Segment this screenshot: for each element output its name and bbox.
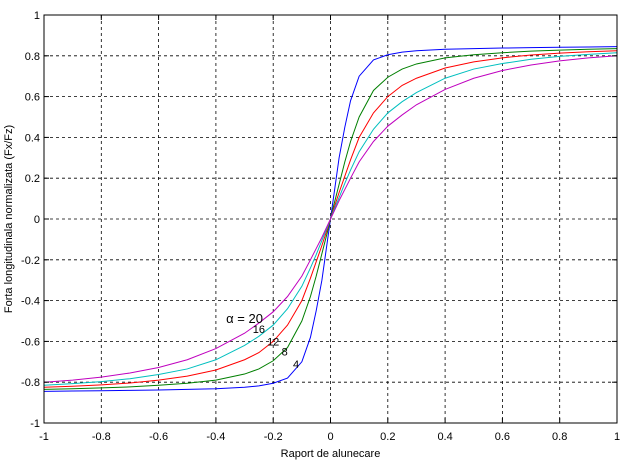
x-tick-label: 0.8 [552, 431, 567, 443]
y-tick-label: 0.6 [25, 92, 40, 104]
x-tick-label: -0.8 [92, 431, 111, 443]
x-tick-label: -1 [39, 431, 49, 443]
x-tick-label: 1 [614, 431, 620, 443]
y-tick-label: 0.4 [25, 132, 40, 144]
curve-label-8: 8 [282, 347, 288, 359]
x-tick-label: 0.4 [437, 431, 452, 443]
x-tick-label: 0.6 [495, 431, 510, 443]
y-tick-label: -0.2 [21, 255, 40, 267]
x-tick-label: 0 [327, 431, 333, 443]
y-tick-label: 1 [34, 10, 40, 22]
x-tick-label: -0.2 [264, 431, 283, 443]
series-lines [43, 46, 618, 392]
y-tick-label: -1 [30, 418, 40, 430]
y-axis-label: Forta longitudinala normalizata (Fx/Fz) [3, 125, 15, 313]
x-tick-label: 0.2 [380, 431, 395, 443]
y-tick-label: 0 [34, 214, 40, 226]
x-tick-label: -0.4 [206, 431, 225, 443]
curve-label-16: 16 [253, 324, 265, 336]
grid [44, 15, 617, 423]
y-tick-label: 0.2 [25, 173, 40, 185]
curve-label-20: α = 20 [226, 311, 263, 326]
plot-area: -1 -0.8 -0.6 -0.4 -0.2 0 0.2 0.4 0.6 0.8 1 -1 -0.8 -0… [21, 10, 620, 443]
y-tick-label: -0.6 [21, 336, 40, 348]
curve-label-12: 12 [267, 336, 279, 348]
y-tick-label: -0.8 [21, 377, 40, 389]
curve-label-4: 4 [293, 359, 299, 371]
ticks: -1 -0.8 -0.6 -0.4 -0.2 0 0.2 0.4 0.6 0.8 1 -1 -0.8 -0… [21, 10, 620, 443]
series-line-alpha-20 [43, 55, 618, 383]
y-tick-label: 0.8 [25, 51, 40, 63]
x-axis-label: Raport de alunecare [281, 448, 381, 460]
y-tick-label: -0.4 [21, 296, 40, 308]
x-tick-label: -0.6 [149, 431, 168, 443]
